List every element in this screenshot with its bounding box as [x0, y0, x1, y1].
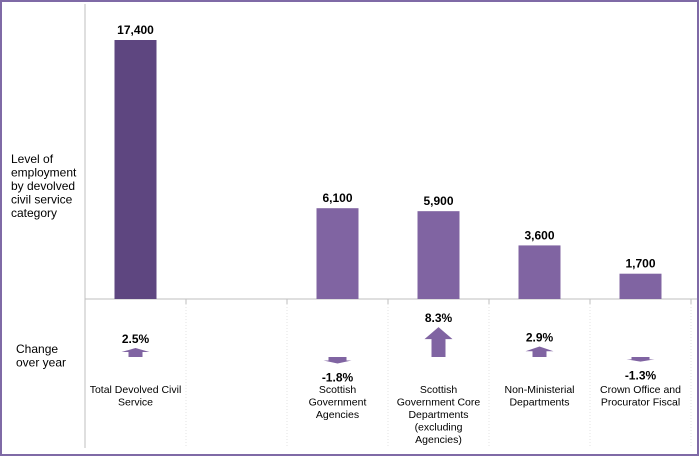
side-label-level-line: Level of: [11, 152, 54, 166]
side-label-level-line: category: [11, 206, 57, 220]
bar: [417, 211, 460, 299]
change-label: 2.9%: [526, 331, 554, 345]
side-label-level-line: by devolved: [11, 179, 75, 193]
category-label-line: Crown Office and: [600, 384, 681, 396]
change-arrow: [424, 327, 453, 357]
side-label-level-line: employment: [11, 166, 77, 180]
side-label-level: Level of employment by devolved civil servi…: [11, 152, 77, 220]
side-label-change: Change over year: [16, 342, 66, 370]
category-label-line: Government: [309, 397, 367, 409]
bar: [114, 40, 157, 299]
change-arrow: [525, 346, 554, 357]
category-label-line: Total Devolved Civil: [90, 384, 182, 396]
category-label-line: Service: [118, 397, 153, 409]
change-label: -1.8%: [322, 370, 354, 384]
change-arrow: [121, 348, 150, 357]
change-label: 8.3%: [425, 311, 453, 325]
bars: [114, 40, 662, 299]
category-label-line: Agencies: [316, 409, 359, 421]
category-label: Non-Ministerial Departments: [504, 384, 574, 409]
value-label: 6,100: [322, 191, 352, 205]
value-label: 1,700: [625, 257, 655, 271]
category-label-line: Departments: [408, 409, 468, 421]
change-arrow: [626, 357, 655, 362]
category-label-line: Departments: [509, 397, 569, 409]
category-label-line: Scottish: [319, 384, 357, 396]
category-label: Crown Office and Procurator Fiscal: [600, 384, 681, 409]
category-label-line: (excluding: [415, 422, 463, 434]
category-label: Scottish Government Core Departments (exclu…: [397, 384, 481, 446]
change-arrow: [323, 357, 352, 364]
category-label: Total Devolved Civil Service: [90, 384, 182, 409]
side-label-level-line: civil service: [11, 193, 73, 207]
category-label: Scottish Government Agencies: [309, 384, 367, 421]
category-label-line: Agencies): [415, 434, 462, 446]
value-label: 5,900: [423, 194, 453, 208]
change-label: 2.5%: [122, 332, 150, 346]
side-label-change-line: over year: [16, 356, 66, 370]
change-arrows: [121, 327, 655, 364]
axes: [84, 4, 697, 448]
side-labels: Level of employment by devolved civil servi…: [11, 152, 77, 370]
category-label-line: Non-Ministerial: [504, 384, 574, 396]
value-labels: 17,400 6,100 5,900 3,600 1,700: [117, 23, 656, 271]
change-labels: 2.5% -1.8% 8.3% 2.9% -1.3%: [122, 311, 657, 384]
bar: [316, 208, 359, 299]
category-label-line: Procurator Fiscal: [601, 397, 680, 409]
category-label-line: Scottish: [420, 384, 458, 396]
side-label-change-line: Change: [16, 342, 58, 356]
bar: [619, 273, 662, 299]
change-label: -1.3%: [625, 369, 657, 383]
category-label-line: Government Core: [397, 397, 481, 409]
value-label: 3,600: [524, 228, 554, 242]
value-label: 17,400: [117, 23, 154, 37]
bar: [518, 245, 561, 299]
